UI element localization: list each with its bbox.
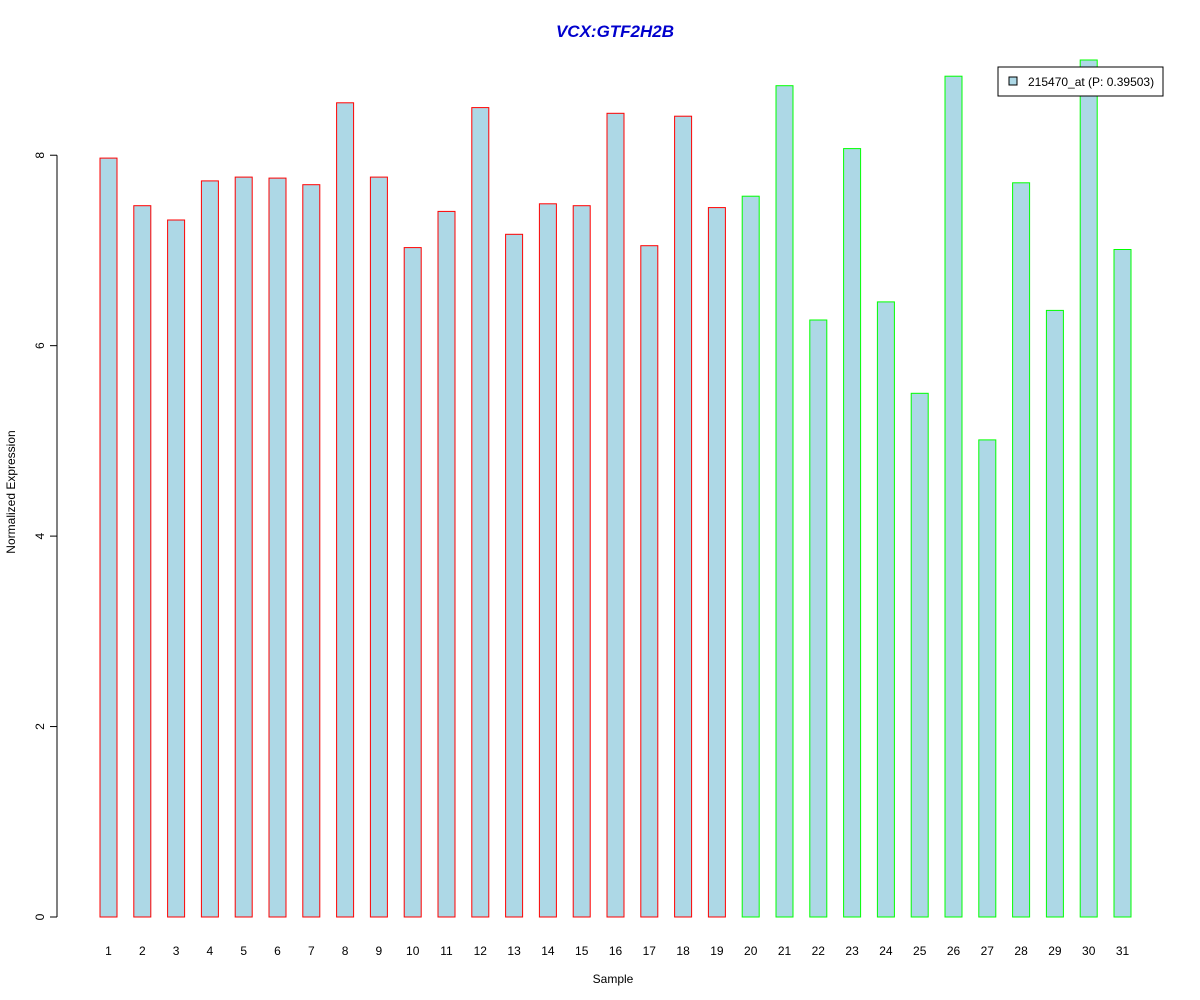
- x-tick-label: 30: [1082, 944, 1096, 958]
- x-tick-label: 12: [474, 944, 488, 958]
- bar-sample-18: [674, 115, 693, 918]
- x-tick-label: 28: [1014, 944, 1028, 958]
- x-tick-label: 3: [173, 944, 180, 958]
- bar-sample-7: [302, 184, 321, 918]
- x-tick-label: 19: [710, 944, 724, 958]
- bar-sample-2: [133, 205, 152, 918]
- bar-sample-29: [1045, 309, 1064, 918]
- bar-sample-9: [369, 176, 388, 918]
- x-axis-tick-labels: 1 2 3 4 5 6 7 8 9 10 11 12 13 14 15 16 17 18 19 20 21 22 23 24 2…: [105, 944, 1129, 958]
- bar-sample-16: [606, 112, 625, 918]
- bar-sample-24: [876, 301, 895, 918]
- x-tick-label: 9: [376, 944, 383, 958]
- legend-label: 215470_at (P: 0.39503): [1028, 75, 1154, 89]
- x-tick-label: 11: [440, 944, 453, 958]
- bars: [99, 59, 1132, 918]
- bar-sample-26: [944, 75, 963, 918]
- bar-sample-30: [1079, 59, 1098, 918]
- x-tick-label: 13: [507, 944, 521, 958]
- x-tick-label: 7: [308, 944, 315, 958]
- x-tick-label: 17: [643, 944, 657, 958]
- bar-sample-15: [572, 205, 591, 918]
- x-tick-label: 4: [207, 944, 214, 958]
- bar-sample-3: [167, 219, 186, 918]
- x-tick-label: 26: [947, 944, 961, 958]
- x-tick-label: 18: [676, 944, 690, 958]
- bar-sample-13: [505, 233, 524, 918]
- x-tick-label: 21: [778, 944, 792, 958]
- bar-sample-12: [471, 107, 490, 918]
- bar-sample-25: [910, 392, 929, 918]
- x-tick-label: 5: [240, 944, 247, 958]
- chart-title: VCX:GTF2H2B: [556, 22, 674, 41]
- bar-sample-6: [268, 177, 287, 918]
- x-tick-label: 16: [609, 944, 623, 958]
- bar-sample-23: [843, 148, 862, 918]
- x-tick-label: 31: [1116, 944, 1130, 958]
- bar-sample-20: [741, 195, 760, 918]
- bar-sample-10: [403, 247, 422, 918]
- bar-sample-8: [336, 102, 355, 918]
- bar-sample-1: [99, 157, 118, 918]
- x-axis-label: Sample: [593, 972, 634, 986]
- x-tick-label: 2: [139, 944, 146, 958]
- x-tick-label: 20: [744, 944, 758, 958]
- x-tick-label: 27: [981, 944, 995, 958]
- bar-sample-28: [1012, 182, 1031, 918]
- y-axis-label: Normalized Expression: [4, 430, 18, 553]
- x-tick-label: 15: [575, 944, 589, 958]
- bar-sample-21: [775, 85, 794, 918]
- x-tick-label: 8: [342, 944, 349, 958]
- x-tick-label: 29: [1048, 944, 1062, 958]
- bar-sample-5: [234, 176, 253, 918]
- bar-sample-17: [640, 245, 659, 918]
- x-tick-label: 22: [812, 944, 826, 958]
- x-tick-label: 25: [913, 944, 927, 958]
- x-tick-label: 23: [845, 944, 859, 958]
- x-tick-label: 6: [274, 944, 281, 958]
- legend-box: [997, 66, 1164, 97]
- bar-sample-14: [538, 203, 557, 918]
- x-tick-label: 10: [406, 944, 420, 958]
- x-tick-label: 1: [105, 944, 112, 958]
- bar-sample-27: [978, 439, 997, 918]
- bar-sample-4: [200, 180, 219, 918]
- y-tick-label: 0: [33, 913, 47, 920]
- y-tick-label: 2: [33, 723, 47, 730]
- x-tick-label: 24: [879, 944, 893, 958]
- bar-sample-31: [1113, 249, 1132, 918]
- bar-sample-22: [809, 319, 828, 918]
- y-axis: 0 2 4 6 8: [33, 152, 58, 920]
- y-tick-label: 8: [33, 152, 47, 159]
- legend-swatch: [1008, 76, 1018, 86]
- bar-sample-11: [437, 210, 456, 918]
- bar-sample-19: [707, 207, 726, 918]
- x-tick-label: 14: [541, 944, 555, 958]
- y-tick-label: 6: [33, 342, 47, 349]
- y-tick-label: 4: [33, 532, 47, 539]
- legend: 215470_at (P: 0.39503): [997, 66, 1164, 97]
